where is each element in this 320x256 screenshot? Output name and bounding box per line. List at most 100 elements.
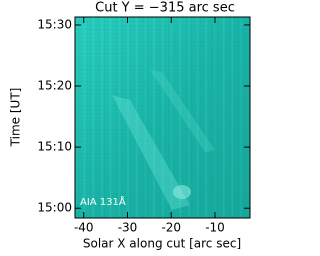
streak: [162, 17, 164, 218]
streak: [75, 37, 250, 38]
streak: [240, 17, 242, 218]
streak: [164, 17, 167, 218]
streak: [208, 17, 210, 218]
streak: [182, 17, 184, 218]
streak: [75, 89, 250, 90]
streak: [75, 213, 250, 214]
streak: [147, 17, 149, 218]
x-tick-label: -40: [74, 221, 94, 235]
streak: [150, 17, 152, 218]
streak: [75, 189, 250, 190]
streak: [205, 17, 207, 218]
chart: Cut Y = −315 arc sec AIA 131Å Solar X al…: [9, 1, 251, 251]
streak: [130, 17, 132, 218]
streak: [75, 157, 250, 158]
streak: [75, 77, 250, 78]
streak: [83, 17, 86, 218]
streak: [167, 17, 170, 218]
streak: [246, 17, 248, 218]
y-tick-label: 15:00: [37, 201, 72, 215]
streak: [179, 17, 181, 218]
streak: [222, 17, 225, 218]
streak: [75, 197, 250, 198]
x-tick-label: -30: [118, 221, 138, 235]
streak: [173, 17, 176, 218]
streak: [75, 145, 250, 146]
streak: [75, 125, 250, 126]
streak: [75, 29, 250, 30]
streak: [124, 17, 126, 218]
streak: [95, 17, 97, 218]
streak: [75, 57, 250, 58]
streak: [202, 17, 205, 218]
streak: [75, 129, 250, 130]
streak: [234, 17, 236, 218]
streak: [133, 17, 135, 218]
streak: [75, 81, 250, 82]
streak: [199, 17, 202, 218]
streak: [89, 17, 91, 218]
streak: [75, 33, 250, 34]
streak: [231, 17, 234, 218]
streak: [86, 17, 89, 218]
streak: [214, 17, 216, 218]
streak: [225, 17, 228, 218]
chart-title: Cut Y = −315 arc sec: [95, 1, 235, 16]
x-axis-label: Solar X along cut [arc sec]: [83, 237, 241, 251]
streak: [159, 17, 161, 218]
streak: [191, 17, 193, 218]
y-axis-label: Time [UT]: [9, 88, 23, 148]
streak: [75, 105, 250, 106]
streak: [185, 17, 187, 218]
y-tick-label: 15:20: [37, 79, 72, 93]
streak: [75, 69, 250, 70]
streak: [75, 169, 250, 170]
y-tick-label: 15:30: [37, 17, 72, 31]
streak: [176, 17, 178, 218]
streak: [104, 17, 106, 218]
streak: [75, 177, 250, 178]
streak: [188, 17, 190, 218]
x-tick-label: -10: [205, 221, 225, 235]
streak: [75, 73, 250, 74]
streak: [106, 17, 109, 218]
streak: [135, 17, 138, 218]
image: [75, 17, 250, 218]
streak: [237, 17, 239, 218]
streak: [75, 109, 250, 110]
streak: [75, 25, 250, 26]
streak: [75, 113, 250, 114]
streak: [75, 85, 250, 86]
streak: [75, 185, 250, 186]
streak: [121, 17, 123, 218]
streak: [75, 209, 250, 210]
streak: [127, 17, 129, 218]
streak: [156, 17, 158, 218]
streak: [170, 17, 173, 218]
streak: [75, 173, 250, 174]
streak: [75, 149, 250, 150]
streak: [196, 17, 199, 218]
streak: [75, 65, 250, 66]
streak: [141, 17, 144, 218]
streak: [75, 165, 250, 166]
streak: [75, 153, 250, 154]
streak: [220, 17, 222, 218]
streak: [75, 45, 250, 46]
streak: [144, 17, 147, 218]
streak: [138, 17, 141, 218]
streak: [75, 61, 250, 62]
streak: [109, 17, 112, 218]
streak: [75, 117, 250, 118]
streak: [75, 53, 250, 54]
streak: [92, 17, 94, 218]
annotation: AIA 131Å: [80, 195, 126, 208]
streak: [75, 93, 250, 94]
streak: [75, 137, 250, 138]
streak: [75, 21, 250, 22]
streak: [75, 205, 250, 206]
plot-frame: [74, 16, 251, 219]
streak: [101, 17, 103, 218]
streak: [75, 17, 77, 218]
streak: [80, 17, 83, 218]
